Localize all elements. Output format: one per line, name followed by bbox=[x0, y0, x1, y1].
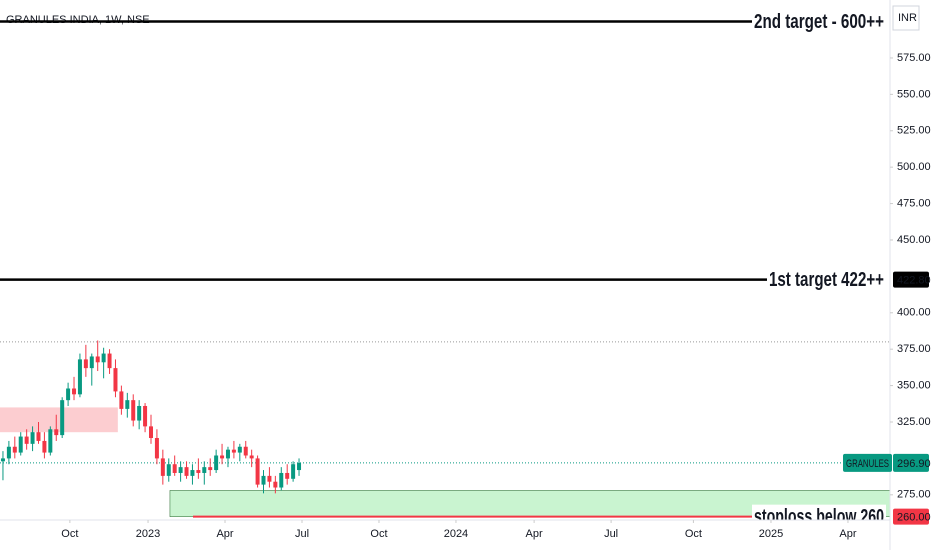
candle-body bbox=[184, 467, 189, 476]
candle-body bbox=[297, 462, 302, 471]
x-tick-label: Jul bbox=[295, 528, 309, 540]
level-label: stoploss below 260 bbox=[754, 506, 884, 528]
x-tick-label: Oct bbox=[685, 528, 702, 540]
candle-body bbox=[160, 458, 165, 476]
x-tick-label: Oct bbox=[370, 528, 387, 540]
candle-body bbox=[214, 455, 219, 471]
candle-body bbox=[255, 458, 260, 485]
candle-body bbox=[30, 432, 35, 444]
candle-body bbox=[148, 426, 153, 439]
symbol-tag bbox=[843, 453, 892, 472]
candle-body bbox=[261, 475, 266, 485]
candle-body bbox=[202, 467, 207, 473]
candle-body bbox=[24, 436, 29, 444]
candle-body bbox=[83, 359, 88, 369]
candle-body bbox=[237, 446, 242, 453]
candle-body bbox=[113, 368, 118, 392]
y-tick-label: 400.00 bbox=[897, 307, 931, 319]
candle-body bbox=[77, 359, 82, 395]
y-tick-label: 550.00 bbox=[897, 88, 931, 100]
y-tick-label: 375.00 bbox=[897, 343, 931, 355]
candle-body bbox=[66, 388, 71, 401]
y-tick-label: 575.00 bbox=[897, 52, 931, 64]
candle-body bbox=[267, 475, 272, 482]
candle-body bbox=[72, 388, 77, 395]
price-tag bbox=[893, 271, 929, 288]
x-tick-label: Apr bbox=[839, 528, 856, 540]
x-tick-label: Apr bbox=[216, 528, 233, 540]
y-tick-label: 325.00 bbox=[897, 416, 931, 428]
candle-body bbox=[166, 464, 171, 476]
candle-body bbox=[137, 405, 142, 421]
candle-body bbox=[225, 449, 230, 459]
x-tick-label: Oct bbox=[61, 528, 78, 540]
candle-body bbox=[172, 464, 177, 473]
x-tick-label: Jul bbox=[604, 528, 618, 540]
y-tick-label: 350.00 bbox=[897, 380, 931, 392]
y-tick-label: 450.00 bbox=[897, 234, 931, 246]
candle-body bbox=[101, 353, 106, 363]
candle-body bbox=[54, 429, 59, 436]
symbol-tag-label: GRANULES bbox=[846, 458, 889, 470]
candle-body bbox=[190, 470, 195, 476]
candle-body bbox=[60, 400, 65, 436]
candle-body bbox=[107, 353, 112, 369]
level-label-bg bbox=[767, 267, 886, 292]
candle-body bbox=[196, 470, 201, 473]
y-tick-label: 500.00 bbox=[897, 161, 931, 173]
candle-body bbox=[12, 446, 17, 453]
x-tick-label: 2024 bbox=[444, 528, 468, 540]
price-tag-label: 422.80 bbox=[897, 274, 931, 286]
candle-body bbox=[154, 438, 159, 459]
candle-body bbox=[119, 391, 124, 409]
candle-body bbox=[285, 472, 290, 479]
y-tick-label: 475.00 bbox=[897, 197, 931, 209]
candle-body bbox=[220, 455, 225, 459]
level-label: 1st target 422++ bbox=[769, 269, 884, 291]
price-tag bbox=[893, 453, 929, 472]
candle-body bbox=[279, 472, 284, 488]
candle-body bbox=[178, 467, 183, 473]
candle-body bbox=[89, 356, 94, 369]
price-tag-label: 260.00 bbox=[897, 512, 931, 524]
chart-title: GRANULES INDIA, 1W, NSE bbox=[6, 14, 150, 26]
candle-body bbox=[291, 464, 296, 479]
currency: INR bbox=[898, 12, 917, 24]
currency-box bbox=[892, 5, 920, 31]
level-label-bg bbox=[752, 9, 886, 34]
x-tick-label: 2023 bbox=[136, 528, 160, 540]
x-tick-label: Apr bbox=[526, 528, 543, 540]
candle-body bbox=[95, 356, 100, 363]
candle-body bbox=[131, 400, 136, 421]
candle-body bbox=[243, 446, 248, 456]
candle-body bbox=[143, 405, 148, 427]
level-label: 2nd target - 600++ bbox=[754, 11, 884, 33]
candle-body bbox=[231, 449, 236, 453]
zone bbox=[0, 407, 118, 433]
candle-body bbox=[125, 400, 130, 409]
level-label-bg bbox=[752, 504, 886, 529]
price-tag bbox=[893, 508, 929, 525]
y-tick-label: 275.00 bbox=[897, 489, 931, 501]
candle-body bbox=[0, 458, 5, 462]
candle-body bbox=[273, 481, 278, 488]
price-tag-label: 296.90 bbox=[897, 458, 931, 470]
candle-body bbox=[6, 446, 11, 459]
y-tick-label: 525.00 bbox=[897, 125, 931, 137]
candle-body bbox=[18, 436, 23, 453]
candle-body bbox=[36, 432, 41, 441]
candle-body bbox=[48, 429, 53, 453]
candle-body bbox=[249, 455, 254, 459]
candle-body bbox=[208, 467, 213, 471]
x-tick-label: 2025 bbox=[759, 528, 783, 540]
candle-body bbox=[42, 440, 47, 453]
